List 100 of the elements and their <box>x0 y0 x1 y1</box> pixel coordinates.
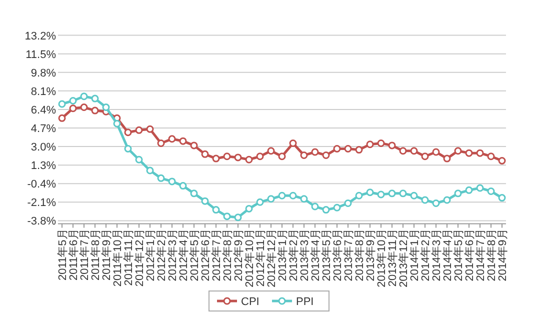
point <box>135 126 143 134</box>
point <box>322 152 330 160</box>
point <box>168 178 176 186</box>
y-tick-label: 9.8% <box>30 67 56 80</box>
point <box>454 190 462 198</box>
point <box>333 204 341 212</box>
x-tick-label: 2011年5月 <box>57 228 69 280</box>
x-tick-label: 2011年8月 <box>90 228 102 280</box>
x-tick-label: 2013年5月 <box>321 228 333 282</box>
x-tick-label: 2013年6月 <box>332 228 344 282</box>
point <box>245 204 253 212</box>
point <box>410 147 418 155</box>
point <box>344 144 352 152</box>
point <box>124 144 132 152</box>
point <box>366 140 374 148</box>
x-tick-label: 2014年7月 <box>475 228 487 282</box>
point <box>322 206 330 214</box>
point <box>102 104 110 112</box>
point <box>190 142 198 150</box>
point <box>289 140 297 148</box>
y-tick-label: 6.4% <box>30 104 56 116</box>
point <box>69 104 77 112</box>
point <box>311 202 319 210</box>
point <box>410 192 418 200</box>
point <box>421 196 429 204</box>
point <box>91 106 99 114</box>
point <box>245 156 253 164</box>
point <box>278 192 286 200</box>
y-tick-label: 1.3% <box>30 160 56 172</box>
x-tick-label: 2014年9月 <box>497 228 509 282</box>
point <box>344 200 352 207</box>
point <box>333 144 341 152</box>
x-tick-label: 2013年11月 <box>387 228 399 287</box>
x-tick-label: 2013年4月 <box>310 228 322 282</box>
x-tick-label: 2013年1月 <box>277 228 289 282</box>
point <box>355 192 363 200</box>
point <box>432 200 440 207</box>
point <box>135 156 143 164</box>
point <box>421 152 429 160</box>
y-tick-label: 11.5% <box>26 48 56 61</box>
x-tick-label: 2013年7月 <box>343 228 355 282</box>
point <box>300 195 308 203</box>
x-tick-label: 2014年8月 <box>486 228 498 282</box>
point <box>399 190 407 198</box>
point <box>223 152 231 160</box>
point <box>476 149 484 157</box>
x-tick-label: 2012年10月 <box>244 228 256 288</box>
point <box>80 104 88 112</box>
point <box>223 212 231 220</box>
x-tick-label: 2014年4月 <box>442 228 454 282</box>
point <box>476 184 484 192</box>
point <box>146 166 154 174</box>
point <box>146 125 154 133</box>
point <box>58 114 66 122</box>
point <box>366 188 374 196</box>
x-tick-label: 2013年12月 <box>398 228 410 288</box>
x-tick-label: 2012年7月 <box>211 228 223 282</box>
x-tick-label: 2012年6月 <box>200 228 212 282</box>
x-tick-label: 2012年1月 <box>145 228 157 282</box>
point <box>91 94 99 102</box>
y-tick-label: -2.1% <box>27 197 56 210</box>
point <box>267 147 275 155</box>
point <box>201 150 209 158</box>
point <box>157 174 165 182</box>
legend-label: CPI <box>241 296 260 308</box>
y-tick-label: 13.2% <box>24 30 56 42</box>
x-tick-label: 2012年5月 <box>189 228 201 282</box>
y-tick-label: -3.8% <box>27 216 56 228</box>
x-tick-label: 2012年2月 <box>156 228 168 282</box>
y-tick-label: 3.0% <box>30 142 56 154</box>
point <box>300 152 308 160</box>
x-tick-label: 2012年12月 <box>266 228 278 288</box>
point <box>399 147 407 155</box>
point <box>168 135 176 143</box>
x-tick-label: 2014年3月 <box>431 228 443 282</box>
x-tick-label: 2011年12月 <box>134 228 146 287</box>
x-tick-label: 2011年10月 <box>112 228 124 287</box>
x-tick-label: 2012年9月 <box>233 228 245 282</box>
point <box>388 190 396 198</box>
point <box>487 188 495 196</box>
point <box>443 154 451 162</box>
x-tick-label: 2014年2月 <box>420 228 432 282</box>
y-tick-label: 8.1% <box>30 86 56 98</box>
x-tick-label: 2012年8月 <box>222 228 234 282</box>
x-tick-label: 2011年6月 <box>68 228 80 280</box>
point <box>498 194 506 202</box>
point <box>234 154 242 162</box>
x-tick-label: 2011年9月 <box>101 228 113 280</box>
point <box>256 198 264 206</box>
x-tick-label: 2011年11月 <box>123 228 135 286</box>
point <box>157 140 165 148</box>
x-tick-label: 2014年1月 <box>409 228 421 282</box>
point <box>388 142 396 150</box>
point <box>124 128 132 136</box>
point <box>289 192 297 200</box>
y-tick-label: -0.4% <box>27 178 56 191</box>
point <box>212 206 220 214</box>
x-tick-label: 2013年9月 <box>365 228 377 282</box>
x-tick-label: 2014年5月 <box>453 228 465 282</box>
point <box>234 214 242 222</box>
